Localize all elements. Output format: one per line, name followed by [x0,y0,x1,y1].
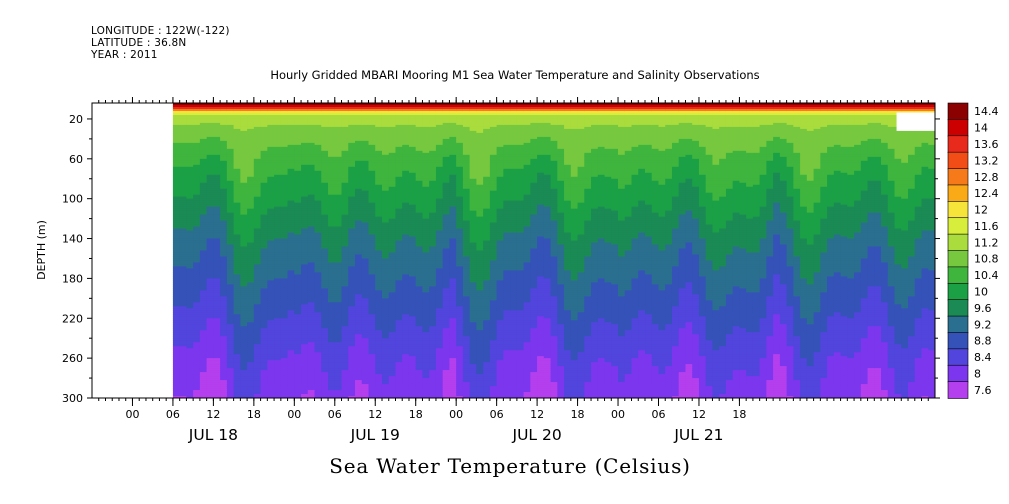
temperature-field [173,103,936,399]
